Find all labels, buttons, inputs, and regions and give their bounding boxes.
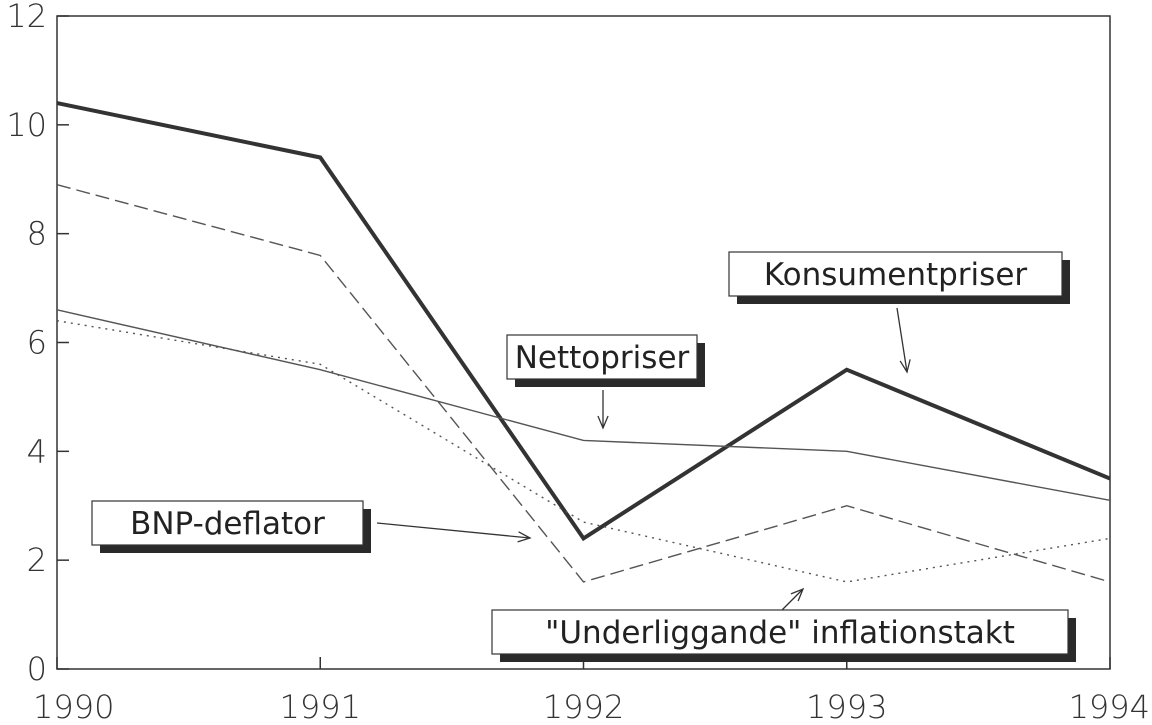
callouts: Konsumentpriser Nettopriser BNP-deflator "U… [91, 251, 1076, 662]
arrow-head [597, 415, 609, 430]
y-tick-label: 4 [27, 432, 47, 470]
legend-label: Nettopriser [515, 340, 690, 376]
y-tick-label: 6 [27, 324, 47, 362]
callout-0: Konsumentpriser [728, 251, 1070, 374]
y-tick-label: 0 [27, 650, 47, 688]
legend-label: BNP-deflator [130, 506, 325, 542]
callout-box [728, 251, 1063, 297]
callout-3: BNP-deflator [91, 500, 532, 553]
callout-box [491, 609, 1069, 655]
arrow-head [899, 359, 911, 374]
x-tick-label: 1992 [543, 688, 624, 725]
legend-label: Konsumentpriser [764, 257, 1028, 293]
callout-2: "Underliggande" inflationstakt [491, 587, 1076, 662]
x-tick-label: 1993 [806, 688, 887, 725]
series-line-1 [56, 309, 1111, 501]
x-tick-label: 1994 [1069, 688, 1150, 725]
y-tick-label: 8 [27, 215, 47, 253]
x-tick-label: 1990 [33, 688, 114, 725]
y-tick-label: 2 [27, 541, 47, 579]
legend-label: "Underliggande" inflationstakt [545, 615, 1015, 651]
callout-box [91, 500, 364, 546]
y-tick-label: 12 [6, 0, 47, 35]
arrow-head [790, 587, 805, 602]
callout-arrow [781, 588, 804, 611]
tick-labels: 0 2 4 6 8 10 12 1990 1991 1992 1993 1994 [6, 0, 1150, 725]
callout-arrow [376, 522, 531, 539]
y-tick-label: 10 [6, 106, 47, 144]
series-line-2 [56, 184, 1111, 583]
callout-arrow [896, 307, 908, 373]
x-tick-label: 1991 [280, 688, 361, 725]
series-line-3 [56, 320, 1111, 583]
series-line-0 [56, 101, 1111, 542]
callout-1: Nettopriser [506, 334, 705, 430]
series-lines [56, 101, 1111, 583]
arrow-head [517, 531, 532, 543]
callout-box [506, 334, 698, 380]
